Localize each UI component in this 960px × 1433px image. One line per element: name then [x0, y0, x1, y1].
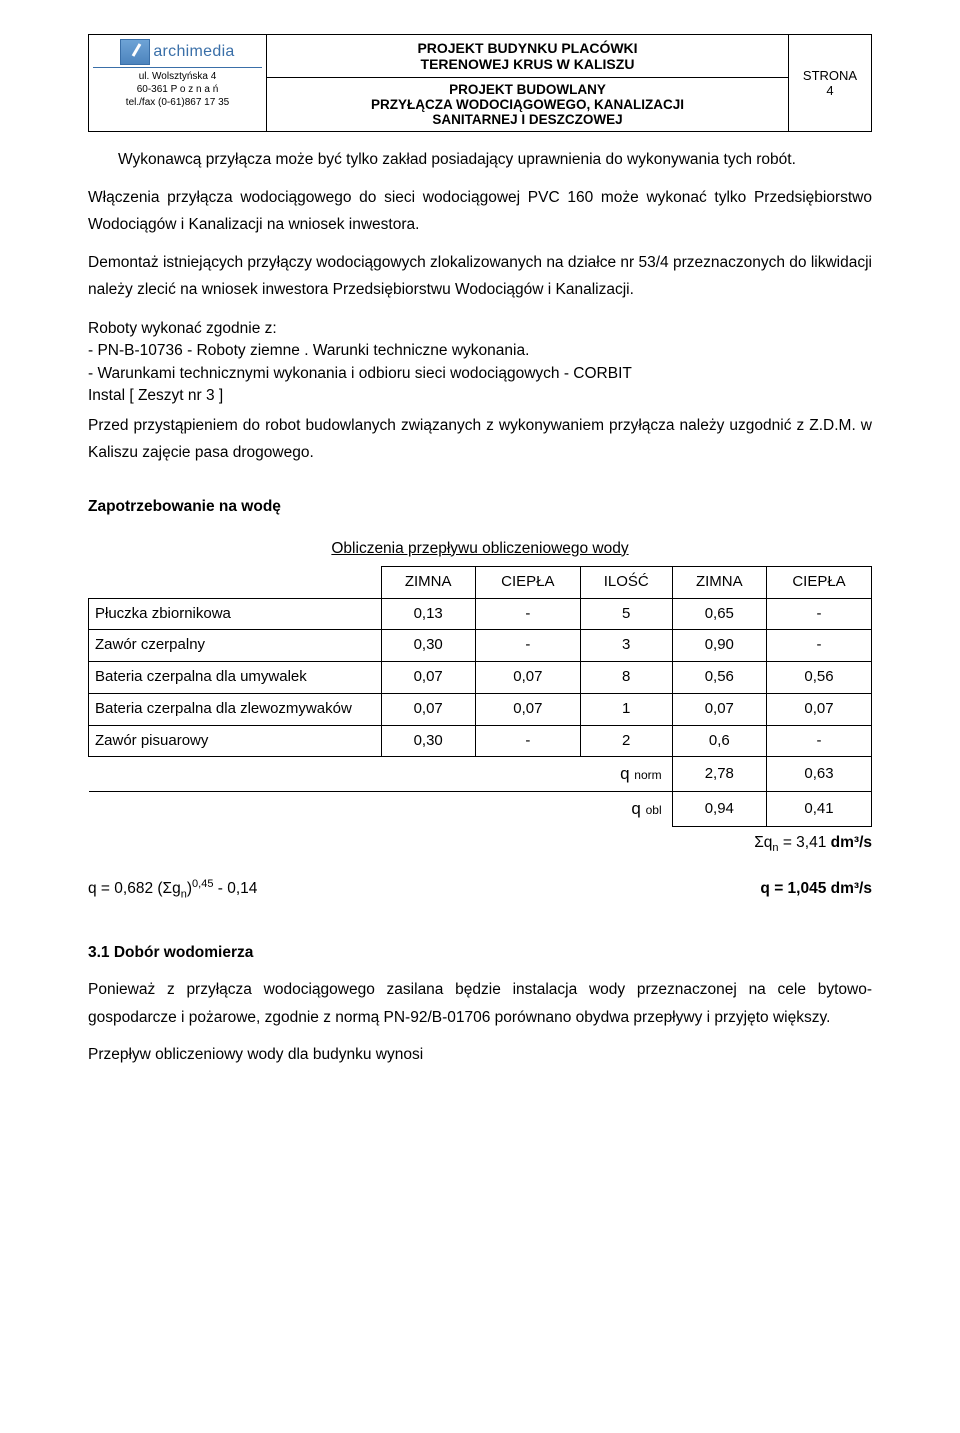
table-title: Obliczenia przepływu obliczeniowego wody [88, 535, 872, 563]
header-middle-cell: PROJEKT BUDYNKU PLACÓWKI TERENOWEJ KRUS … [267, 35, 788, 131]
section-demand-title: Zapotrzebowanie na wodę [88, 493, 872, 521]
table-cell: Zawór pisuarowy [89, 725, 382, 757]
table-row: Zawór czerpalny 0,30 - 3 0,90 - [89, 630, 872, 662]
table-cell: 0,07 [475, 693, 580, 725]
address-line-3: tel./fax (0-61)867 17 35 [126, 96, 229, 109]
table-qnorm-row: q norm 2,78 0,63 [89, 757, 872, 792]
table-cell: Bateria czerpalna dla umywalek [89, 662, 382, 694]
works-item-3: Instal [ Zeszyt nr 3 ] [88, 385, 872, 407]
qobl-ciepla: 0,41 [766, 792, 871, 827]
paragraph-3: Demontaż istniejących przyłączy wodociąg… [88, 249, 872, 304]
paragraph-3-1-a: Ponieważ z przyłącza wodociągowego zasil… [88, 976, 872, 1031]
table-cell: Płuczka zbiornikowa [89, 598, 382, 630]
table-cell: - [475, 725, 580, 757]
table-cell: - [475, 630, 580, 662]
table-cell: 0,30 [381, 725, 475, 757]
address-line-1: ul. Wolsztyńska 4 [126, 70, 229, 83]
table-cell: - [475, 598, 580, 630]
works-item-1: - PN-B-10736 - Roboty ziemne . Warunki t… [88, 340, 872, 362]
table-cell: 0,65 [672, 598, 766, 630]
table-cell: 0,07 [672, 693, 766, 725]
table-cell: 0,56 [672, 662, 766, 694]
header-page-cell: STRONA 4 [788, 35, 871, 131]
table-header-ciepla-1: CIEPŁA [475, 567, 580, 599]
logo: archimedia [120, 39, 234, 65]
project-title-top: PROJEKT BUDYNKU PLACÓWKI TERENOWEJ KRUS … [267, 35, 788, 78]
qobl-label: q obl [580, 792, 672, 827]
table-cell: 0,30 [381, 630, 475, 662]
project-title-bottom: PROJEKT BUDOWLANY PRZYŁĄCZA WODOCIĄGOWEG… [267, 78, 788, 131]
table-cell: 0,90 [672, 630, 766, 662]
page-number: 4 [826, 83, 833, 98]
flow-table: ZIMNA CIEPŁA ILOŚĆ ZIMNA CIEPŁA Płuczka … [88, 566, 872, 827]
table-cell: 0,07 [381, 693, 475, 725]
table-empty-cell [89, 757, 581, 792]
address-line-2: 60-361 P o z n a ń [126, 83, 229, 96]
works-item-2: - Warunkami technicznymi wykonania i odb… [88, 363, 872, 385]
sum-qn-value: Σqn = 3,41 dm³/s [754, 829, 872, 859]
table-row: Bateria czerpalna dla zlewozmywaków 0,07… [89, 693, 872, 725]
qobl-zimna: 0,94 [672, 792, 766, 827]
table-cell: 0,07 [381, 662, 475, 694]
logo-icon [120, 39, 150, 65]
section-3-1-title: 3.1 Dobór wodomierza [88, 939, 872, 967]
header-left-cell: archimedia ul. Wolsztyńska 4 60-361 P o … [89, 35, 267, 131]
paragraph-2: Włączenia przyłącza wodociągowego do sie… [88, 184, 872, 239]
page-label: STRONA [803, 68, 857, 83]
table-cell: Zawór czerpalny [89, 630, 382, 662]
q-formula-row: q = 0,682 (Σgn)0,45 - 0,14 q = 1,045 dm³… [88, 875, 872, 905]
table-header-zimna-1: ZIMNA [381, 567, 475, 599]
table-cell: 0,07 [766, 693, 871, 725]
paragraph-1: Wykonawcą przyłącza może być tylko zakła… [88, 146, 872, 174]
logo-text: archimedia [153, 43, 234, 61]
works-heading: Roboty wykonać zgodnie z: [88, 318, 872, 340]
table-header-ciepla-2: CIEPŁA [766, 567, 871, 599]
works-note: Przed przystąpieniem do robot budowlanyc… [88, 412, 872, 467]
qnorm-ciepla: 0,63 [766, 757, 871, 792]
document-page: archimedia ul. Wolsztyńska 4 60-361 P o … [0, 0, 960, 1433]
qnorm-label: q norm [580, 757, 672, 792]
table-cell: 8 [580, 662, 672, 694]
q-formula-right: q = 1,045 dm³/s [760, 875, 872, 905]
document-header: archimedia ul. Wolsztyńska 4 60-361 P o … [88, 34, 872, 132]
document-body: Wykonawcą przyłącza może być tylko zakła… [88, 146, 872, 1069]
table-cell: 0,13 [381, 598, 475, 630]
qnorm-zimna: 2,78 [672, 757, 766, 792]
table-cell: - [766, 630, 871, 662]
table-cell: Bateria czerpalna dla zlewozmywaków [89, 693, 382, 725]
table-cell: - [766, 598, 871, 630]
table-header-empty [89, 567, 382, 599]
table-cell: 2 [580, 725, 672, 757]
table-cell: 3 [580, 630, 672, 662]
table-cell: 1 [580, 693, 672, 725]
table-row: Bateria czerpalna dla umywalek 0,07 0,07… [89, 662, 872, 694]
table-cell: - [766, 725, 871, 757]
table-qobl-row: q obl 0,94 0,41 [89, 792, 872, 827]
q-formula-left: q = 0,682 (Σgn)0,45 - 0,14 [88, 875, 257, 905]
table-header-ilosc: ILOŚĆ [580, 567, 672, 599]
table-cell: 0,6 [672, 725, 766, 757]
table-cell: 0,07 [475, 662, 580, 694]
address-block: ul. Wolsztyńska 4 60-361 P o z n a ń tel… [126, 70, 229, 109]
table-cell: 5 [580, 598, 672, 630]
table-header-row: ZIMNA CIEPŁA ILOŚĆ ZIMNA CIEPŁA [89, 567, 872, 599]
works-block: Roboty wykonać zgodnie z: - PN-B-10736 -… [88, 318, 872, 408]
table-row: Płuczka zbiornikowa 0,13 - 5 0,65 - [89, 598, 872, 630]
table-row: Zawór pisuarowy 0,30 - 2 0,6 - [89, 725, 872, 757]
paragraph-3-1-b: Przepływ obliczeniowy wody dla budynku w… [88, 1041, 872, 1069]
sum-qn-row: Σqn = 3,41 dm³/s [88, 829, 872, 859]
table-empty-cell [89, 792, 581, 827]
table-header-zimna-2: ZIMNA [672, 567, 766, 599]
table-cell: 0,56 [766, 662, 871, 694]
